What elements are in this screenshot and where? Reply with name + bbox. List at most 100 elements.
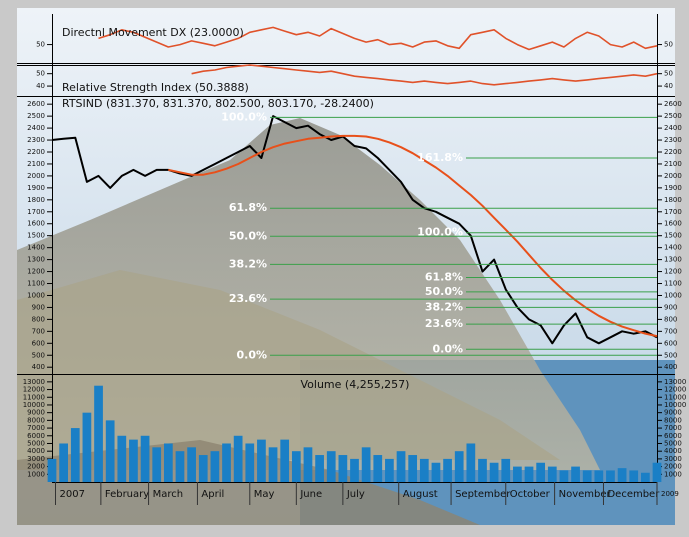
frame <box>17 14 675 483</box>
y-tick-label: 1000 <box>27 291 45 299</box>
y-tick-label: 1300 <box>27 256 45 264</box>
y-tick-label: 400 <box>664 363 677 371</box>
volume-bar <box>582 470 592 482</box>
volume-bar <box>501 458 511 482</box>
y-tick-label: 1700 <box>664 208 682 216</box>
volume-bar <box>454 451 464 482</box>
y-tick-label: 11000 <box>23 393 45 401</box>
x-tick-label: November <box>559 489 612 500</box>
y-tick-label: 12000 <box>23 386 45 394</box>
fibonacci-label: 50.0% <box>425 285 463 298</box>
y-tick-label: 1500 <box>664 232 682 240</box>
y-tick-label: 1700 <box>27 208 45 216</box>
y-tick-label: 2100 <box>664 160 682 168</box>
y-tick-label: 2000 <box>27 463 45 471</box>
y-tick-label: 50 <box>664 70 673 78</box>
x-tick-label: April <box>201 489 224 500</box>
y-tick-label: 40 <box>664 82 673 90</box>
y-tick-label: 12000 <box>664 386 686 394</box>
y-tick-label: 1600 <box>664 220 682 228</box>
volume-bar <box>652 462 662 482</box>
volume-bar <box>129 439 138 482</box>
y-tick-label: 2500 <box>664 112 682 120</box>
y-tick-label: 1000 <box>664 291 682 299</box>
volume-bar <box>233 435 243 482</box>
y-tick-label: 1900 <box>664 184 682 192</box>
volume-bar <box>408 455 418 482</box>
fibonacci-label: 38.2% <box>425 300 463 313</box>
y-tick-label: 50 <box>664 41 673 49</box>
y-tick-label: 1000 <box>27 470 45 478</box>
y-tick-label: 9000 <box>664 409 682 417</box>
volume-bar <box>547 466 557 482</box>
volume-bar <box>617 468 627 482</box>
fibonacci-label: 100.0% <box>417 226 463 239</box>
x-tick-label: June <box>299 489 322 500</box>
volume-bar <box>513 466 522 482</box>
y-tick-label: 1200 <box>664 268 682 276</box>
y-tick-label: 700 <box>32 327 45 335</box>
fibonacci-label: 23.6% <box>229 292 267 305</box>
fibonacci-label: 161.8% <box>417 151 463 164</box>
fibonacci-label: 0.0% <box>432 342 463 355</box>
panel-title: Directnl Movement DX (23.0000) <box>62 26 244 39</box>
y-tick-label: 4000 <box>664 447 682 455</box>
volume-bar <box>222 443 231 482</box>
series-line <box>51 115 658 345</box>
y-tick-label: 5000 <box>27 439 45 447</box>
y-tick-label: 2600 <box>27 100 45 108</box>
y-tick-label: 2000 <box>664 172 682 180</box>
y-tick-label: 8000 <box>664 416 682 424</box>
y-tick-label: 700 <box>664 327 677 335</box>
volume-bar <box>443 458 452 482</box>
y-tick-label: 1600 <box>27 220 45 228</box>
volume-bar <box>419 458 429 482</box>
series-line <box>98 26 658 51</box>
y-tick-label: 1100 <box>664 280 682 288</box>
volume-bar <box>315 455 324 482</box>
volume-bar <box>338 455 348 482</box>
y-tick-label: 13000 <box>23 378 45 386</box>
volume-bar <box>163 443 173 482</box>
y-tick-label: 1800 <box>664 196 682 204</box>
volume-bar <box>303 447 313 482</box>
y-tick-label: 900 <box>664 303 677 311</box>
y-tick-label: 2500 <box>27 112 45 120</box>
y-tick-label: 2000 <box>27 172 45 180</box>
y-tick-label: 1500 <box>27 232 45 240</box>
background-photo <box>17 8 675 525</box>
volume-bar <box>466 443 476 482</box>
volume-bar <box>629 470 639 482</box>
y-tick-label: 11000 <box>664 393 686 401</box>
y-tick-label: 3000 <box>664 455 682 463</box>
y-tick-label: 8000 <box>27 416 45 424</box>
x-tick-label: 2007 <box>59 489 84 500</box>
volume-bar <box>152 447 162 482</box>
y-tick-label: 600 <box>664 339 677 347</box>
fibonacci-label: 61.8% <box>229 201 267 214</box>
panel-title: Volume (4,255,257) <box>301 378 410 391</box>
y-tick-label: 40 <box>36 82 45 90</box>
x-tick-label: 2009 <box>661 490 679 498</box>
x-tick-label: December <box>607 489 660 500</box>
volume-bar <box>524 466 534 482</box>
volume-bar <box>94 385 103 482</box>
volume-bar <box>606 470 615 482</box>
panel-title: Relative Strength Index (50.3888) <box>62 81 249 94</box>
fibonacci-label: 61.8% <box>425 271 463 284</box>
y-tick-label: 10000 <box>23 401 45 409</box>
y-tick-label: 800 <box>664 315 677 323</box>
volume-bar <box>373 455 383 482</box>
fibonacci-label: 50.0% <box>229 229 267 242</box>
y-tick-label: 2200 <box>664 148 682 156</box>
y-tick-label: 500 <box>664 351 677 359</box>
y-tick-label: 1300 <box>664 256 682 264</box>
fibonacci-label: 23.6% <box>425 317 463 330</box>
series-line <box>168 134 658 338</box>
y-tick-label: 1200 <box>27 268 45 276</box>
volume-bar <box>117 435 127 482</box>
y-tick-label: 4000 <box>27 447 45 455</box>
volume-bar <box>559 470 569 482</box>
volume-bar <box>59 443 68 482</box>
y-tick-label: 900 <box>32 303 45 311</box>
